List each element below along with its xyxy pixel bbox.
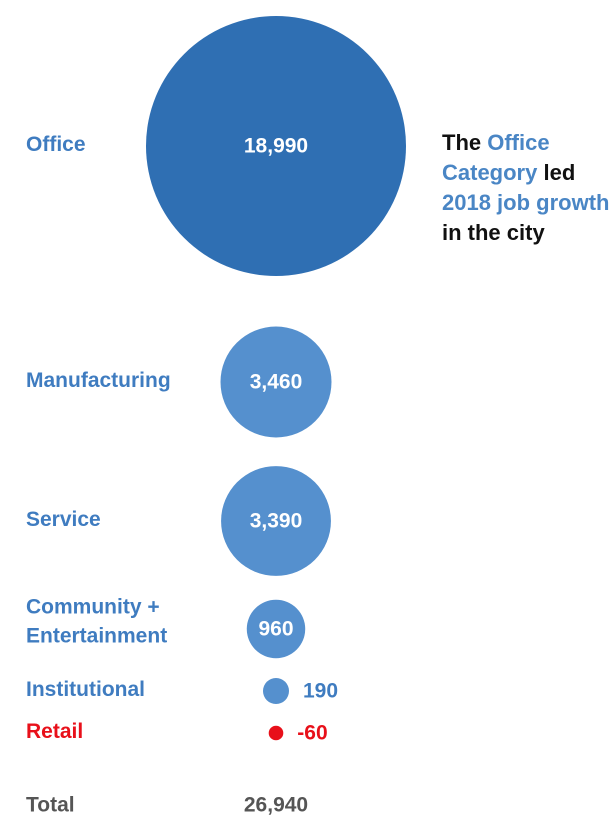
value-label-institutional: 190	[303, 680, 338, 703]
category-label-line: Institutional	[26, 678, 145, 701]
value-label-manufacturing: 3,460	[250, 371, 303, 394]
annotation-text: The Office Category led 2018 job growth …	[442, 128, 612, 248]
category-label-line: Office	[26, 133, 86, 156]
category-label-line: Manufacturing	[26, 369, 171, 392]
annotation-part: The	[442, 130, 488, 155]
bubble-service	[221, 466, 331, 576]
bubble-office	[146, 16, 406, 276]
annotation-highlight-job-growth: 2018 job growth	[442, 190, 610, 215]
category-label-line: Community +	[26, 595, 160, 618]
bubble-institutional	[262, 677, 290, 705]
value-label-community-entertainment: 960	[258, 618, 293, 641]
total-value: 26,940	[244, 794, 308, 817]
value-label-service: 3,390	[250, 510, 303, 533]
annotation-part: led	[537, 160, 576, 185]
value-label-retail: -60	[297, 722, 327, 745]
category-label-line: Retail	[26, 720, 83, 743]
bubble-retail	[268, 725, 284, 741]
category-label-institutional: Institutional	[26, 678, 145, 701]
category-label-service: Service	[26, 508, 101, 531]
value-label-office: 18,990	[244, 135, 308, 158]
annotation-part: in the city	[442, 220, 545, 245]
category-label-retail: Retail	[26, 720, 83, 743]
category-label-community-entertainment: Community + Entertainment	[26, 595, 167, 647]
category-label-line: Entertainment	[26, 624, 167, 647]
category-label-line: Service	[26, 508, 101, 531]
bubble-community-entertainment	[246, 599, 306, 659]
annotation-highlight-office-category: Office Category	[442, 130, 550, 185]
category-label-office: Office	[26, 133, 86, 156]
category-label-manufacturing: Manufacturing	[26, 369, 171, 392]
total-label: Total	[26, 794, 75, 817]
bubble-manufacturing	[220, 326, 332, 438]
